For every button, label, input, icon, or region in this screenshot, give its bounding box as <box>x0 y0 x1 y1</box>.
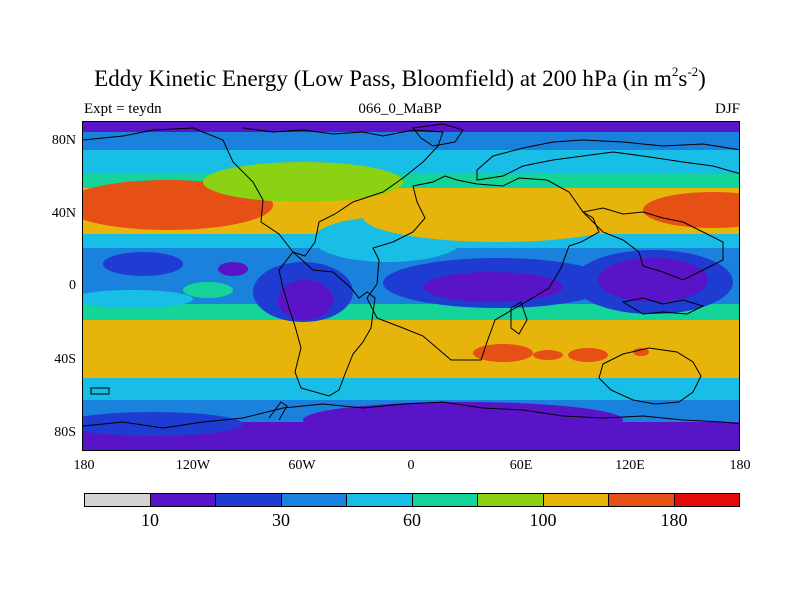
ross-sea-blue <box>83 412 243 436</box>
sh-max-4 <box>633 348 649 356</box>
east-pacific-blue <box>103 252 183 276</box>
colorbar-label-180: 180 <box>660 510 688 530</box>
coastline-outlines <box>83 123 739 429</box>
title-unit-s: s <box>678 66 688 91</box>
coastline-antarctic-peninsula <box>268 401 288 421</box>
coastline-north-america <box>83 127 444 257</box>
colorbar-swatch-6 <box>478 494 544 506</box>
colorbar-swatch-8 <box>609 494 675 506</box>
coastline-europe-africa <box>366 175 600 361</box>
pacific-green-spot <box>183 282 233 298</box>
pacific-cyan-streak <box>83 290 193 308</box>
lon-tick-180-left: 180 <box>73 458 95 473</box>
band-sh-subtropic-green <box>83 304 739 320</box>
lon-tick-120e: 120E <box>615 458 645 473</box>
lat-tick-80n: 80N <box>51 133 76 148</box>
colorbar <box>84 493 740 507</box>
title-superscript-minus-2: -2 <box>687 64 699 79</box>
lat-tick-40s: 40S <box>54 352 76 367</box>
colorbar-swatch-0 <box>85 494 151 506</box>
band-sh-high-cyan <box>83 378 739 400</box>
maritime-continent-purple <box>598 258 708 302</box>
map-plot-area <box>82 121 740 451</box>
coastline-madagascar <box>510 301 528 335</box>
title-text: Eddy Kinetic Energy (Low Pass, Bloomfiel… <box>94 66 672 91</box>
lat-tick-40n: 40N <box>51 206 76 221</box>
title-close-paren: ) <box>698 66 706 91</box>
title-superscript-2: 2 <box>671 64 679 79</box>
colorbar-swatch-2 <box>216 494 282 506</box>
nh-jet-yellowgreen <box>203 162 403 202</box>
colorbar-swatch-9 <box>674 494 739 506</box>
plot-title: Eddy Kinetic Energy (Low Pass, Bloomfiel… <box>0 64 800 92</box>
lon-tick-0: 0 <box>407 458 415 473</box>
season-label: DJF <box>714 101 740 117</box>
coastline-indonesia <box>621 297 705 315</box>
colorbar-swatch-3 <box>281 494 347 506</box>
sh-max-1 <box>473 344 533 362</box>
colorbar-swatch-4 <box>347 494 413 506</box>
band-sh-jet-gold <box>83 320 739 378</box>
lon-tick-60e: 60E <box>509 458 533 473</box>
colorbar-label-60: 60 <box>403 510 421 530</box>
lon-tick-180-right: 180 <box>729 458 751 473</box>
sh-max-2 <box>533 350 563 360</box>
colorbar-label-10: 10 <box>141 510 159 530</box>
sh-max-3 <box>568 348 608 362</box>
pacific-purple-spot <box>218 262 248 276</box>
band-arctic-blue <box>83 132 739 150</box>
coastline-south-asia <box>581 207 724 281</box>
colorbar-label-100: 100 <box>529 510 557 530</box>
lat-tick-80s: 80S <box>54 425 76 440</box>
colorbar-swatch-1 <box>150 494 216 506</box>
coastline-australia <box>598 347 702 405</box>
colorbar-label-30: 30 <box>272 510 290 530</box>
coastline-greenland <box>412 123 464 147</box>
experiment-id: 066_0_MaBP <box>358 101 442 117</box>
experiment-label: Expt = teydn <box>84 101 162 117</box>
band-arctic-purple <box>83 122 739 132</box>
africa-purple <box>423 272 563 302</box>
south-america-purple <box>278 280 333 320</box>
colorbar-swatch-5 <box>412 494 478 506</box>
coastline-asia <box>476 139 739 181</box>
coastline-south-america <box>278 251 376 397</box>
coastline-antarctica <box>83 401 739 429</box>
lat-tick-equator: 0 <box>69 278 76 293</box>
colorbar-swatch-7 <box>543 494 609 506</box>
coastline-small-island <box>90 387 110 395</box>
southern-ocean-purple <box>303 402 623 438</box>
lon-tick-60w: 60W <box>288 458 316 473</box>
lon-tick-120w: 120W <box>175 458 211 473</box>
